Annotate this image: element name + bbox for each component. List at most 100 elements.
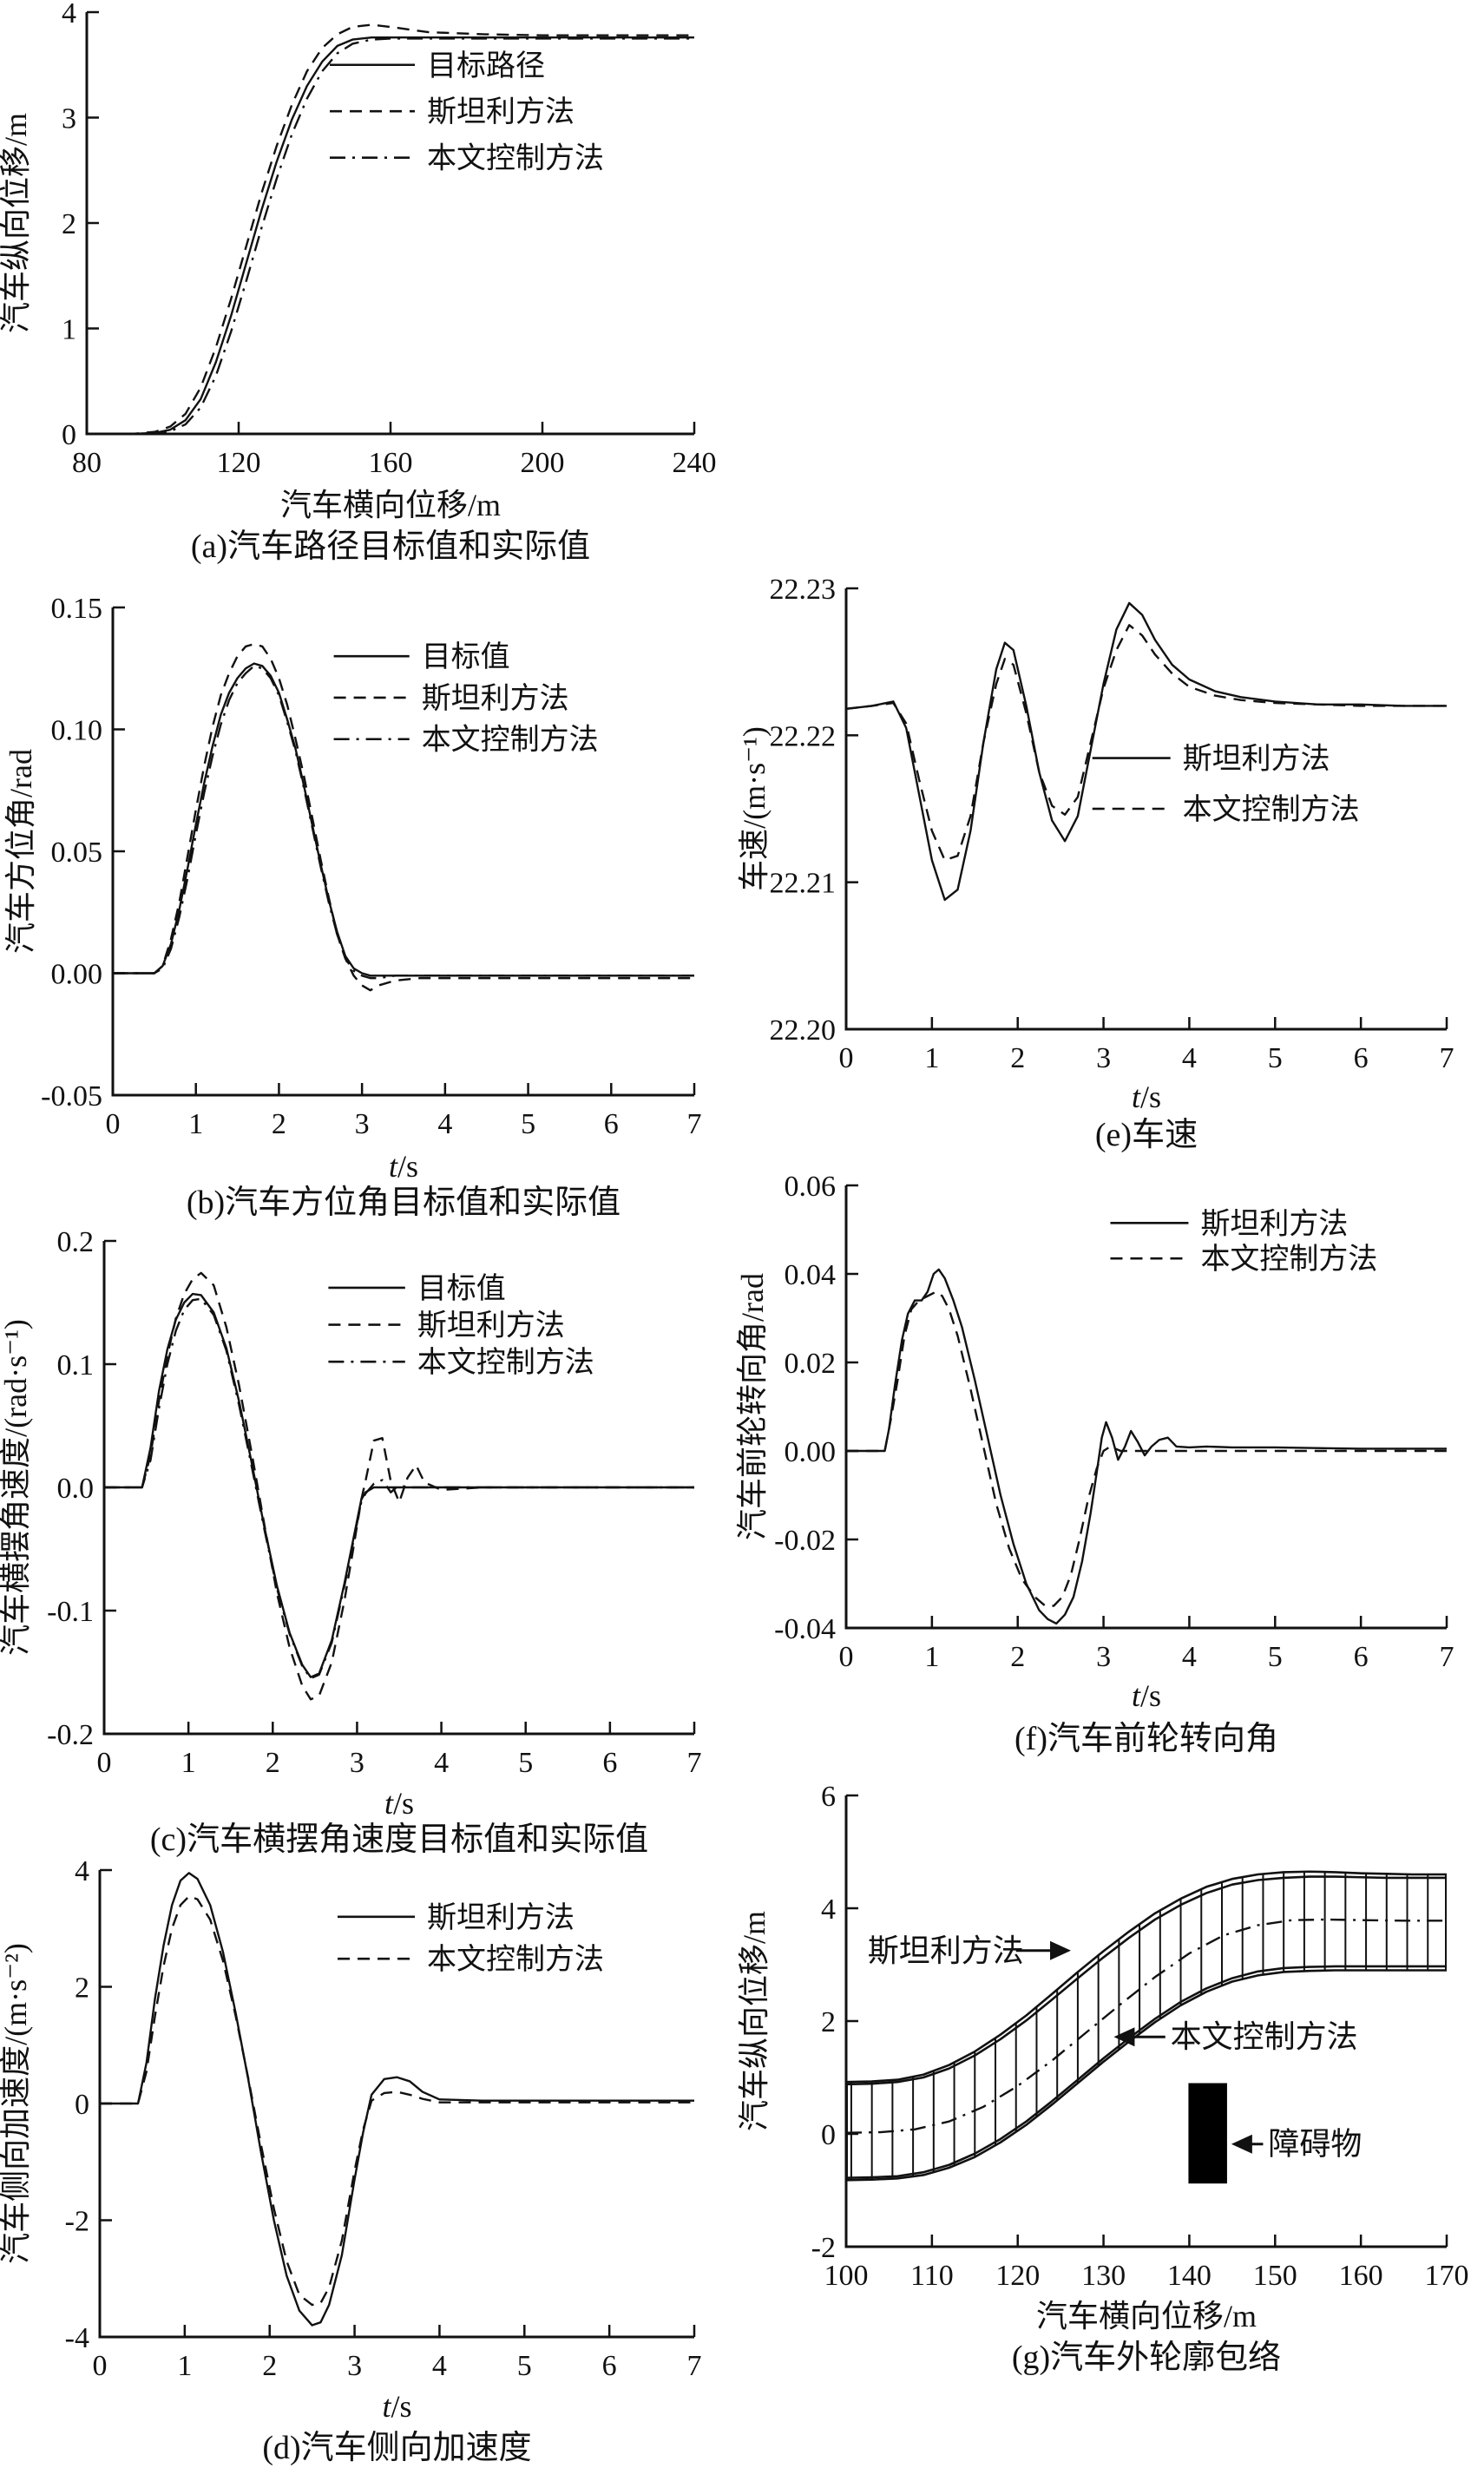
y-tick-label: -0.1 xyxy=(47,1596,94,1628)
legend-label: 目标路径 xyxy=(427,49,545,82)
x-axis-label: 汽车横向位移/m xyxy=(1036,2299,1257,2333)
annotation-arrowhead-icon xyxy=(1231,2134,1252,2154)
legend-label: 斯坦利方法 xyxy=(1183,743,1330,776)
y-tick-label: 0.06 xyxy=(785,1171,837,1203)
series-dashed xyxy=(100,1895,694,2307)
x-tick-label: 2 xyxy=(1010,1042,1025,1074)
x-tick-label: 6 xyxy=(1354,1042,1369,1074)
y-tick-label: -0.05 xyxy=(41,1080,102,1113)
axes xyxy=(98,1870,694,2339)
x-tick-label: 5 xyxy=(1268,1641,1283,1673)
series-dashed xyxy=(846,1290,1447,1607)
series-dashdot xyxy=(87,37,694,436)
x-tick-label: 100 xyxy=(824,2260,869,2292)
x-tick-label: 130 xyxy=(1081,2260,1126,2292)
x-tick-label: 4 xyxy=(1182,1641,1197,1673)
axes xyxy=(85,12,694,436)
y-tick-label: 0.00 xyxy=(785,1436,837,1468)
envelope-lower xyxy=(845,1965,1447,2179)
y-tick-label: -0.02 xyxy=(774,1525,836,1557)
series-solid xyxy=(113,662,694,977)
x-tick-label: 4 xyxy=(437,1108,452,1140)
y-tick-label: 0.04 xyxy=(785,1259,837,1291)
series-solid xyxy=(104,1292,694,1678)
annotation-label: 斯坦利方法 xyxy=(868,1933,1024,1968)
chart-g: 100 110 120 130 140 150 160 170 -2 0 2 4 6 汽车横向位移/m 汽车… xyxy=(737,1781,1469,2376)
legend-label: 斯坦利方法 xyxy=(427,1901,575,1934)
x-tick-label: 2 xyxy=(272,1108,286,1140)
x-tick-label: 0 xyxy=(839,1641,854,1673)
x-tick-label: 200 xyxy=(521,447,565,479)
x-tick-label: 0 xyxy=(93,2350,108,2382)
chart-c: 0 1 2 3 4 5 6 7 -0.2 -0.1 0.0 0.1 0.2 t/s 汽车横摆角速度/(rad… xyxy=(0,1226,702,1858)
series-solid xyxy=(87,36,694,436)
series-solid xyxy=(845,601,1447,902)
y-tick-label: 0.1 xyxy=(57,1349,95,1382)
x-tick-label: 0 xyxy=(106,1108,121,1140)
x-axis-label: 汽车横向位移/m xyxy=(280,488,501,522)
legend-label: 斯坦利方法 xyxy=(422,682,569,715)
y-tick-label: -4 xyxy=(65,2322,89,2354)
chart-e: 0 1 2 3 4 5 6 7 22.20 22.21 22.22 22.23 t/s 车速/(m·s⁻¹… xyxy=(737,574,1454,1153)
chart-a: 80 120 160 200 240 0 1 2 3 4 汽车横向位移/m 汽车纵向位移/m (a)汽车… xyxy=(0,0,717,565)
annotation-label: 本文控制方法 xyxy=(1171,2019,1358,2054)
legend-label: 本文控制方法 xyxy=(1200,1243,1377,1276)
y-axis-label: 汽车侧向加速度/(m·s⁻²) xyxy=(0,1943,33,2264)
subplot-caption: (d)汽车侧向加速度 xyxy=(262,2430,531,2466)
x-tick-label: 4 xyxy=(434,1747,449,1779)
y-tick-label: 0.00 xyxy=(51,959,103,991)
y-tick-label: 22.20 xyxy=(770,1014,837,1047)
x-axis-label: t/s xyxy=(384,1786,414,1821)
legend-label: 本文控制方法 xyxy=(427,142,604,175)
x-tick-label: 4 xyxy=(432,2350,447,2382)
x-tick-label: 6 xyxy=(604,1108,619,1140)
series-dashed xyxy=(87,23,694,436)
series-dashed xyxy=(845,624,1447,862)
x-tick-label: 3 xyxy=(350,1747,364,1779)
x-tick-label: 1 xyxy=(181,1747,196,1779)
y-tick-label: -0.2 xyxy=(47,1719,94,1751)
x-tick-label: 3 xyxy=(1096,1042,1111,1074)
x-tick-label: 5 xyxy=(1268,1042,1283,1074)
y-tick-label: 1 xyxy=(62,314,76,346)
y-axis-label: 汽车横摆角速度/(rad·s⁻¹) xyxy=(0,1319,33,1656)
y-tick-label: 0.10 xyxy=(51,715,103,747)
y-tick-label: 22.23 xyxy=(770,574,837,606)
series-dashed xyxy=(104,1271,694,1701)
x-tick-label: 160 xyxy=(369,447,413,479)
subplot-caption: (b)汽车方位角目标值和实际值 xyxy=(187,1185,621,1221)
x-tick-label: 7 xyxy=(687,2350,702,2382)
x-tick-label: 6 xyxy=(602,2350,617,2382)
x-axis-label: t/s xyxy=(389,1149,418,1184)
y-axis-label: 汽车纵向位移/m xyxy=(737,1911,772,2131)
y-tick-label: 0 xyxy=(62,419,76,451)
x-tick-label: 120 xyxy=(995,2260,1040,2292)
y-tick-label: 4 xyxy=(821,1894,836,1926)
series-dashed xyxy=(113,642,694,992)
x-tick-label: 7 xyxy=(687,1747,702,1779)
subplot-caption: (c)汽车横摆角速度目标值和实际值 xyxy=(150,1821,648,1858)
x-tick-label: 7 xyxy=(1440,1042,1454,1074)
obstacle-rect xyxy=(1188,2083,1227,2184)
legend-label: 本文控制方法 xyxy=(1183,793,1360,826)
y-tick-label: 4 xyxy=(75,1855,89,1887)
x-tick-label: 80 xyxy=(72,447,102,479)
legend-label: 本文控制方法 xyxy=(422,724,599,757)
x-tick-label: 160 xyxy=(1339,2260,1383,2292)
x-tick-label: 2 xyxy=(266,1747,280,1779)
subplot-caption: (e)车速 xyxy=(1095,1117,1198,1153)
x-tick-label: 6 xyxy=(602,1747,617,1779)
x-tick-label: 5 xyxy=(517,2350,532,2382)
series-dashdot xyxy=(113,665,694,980)
x-tick-label: 110 xyxy=(910,2260,954,2292)
y-axis-label: 汽车纵向位移/m xyxy=(0,113,33,333)
series-solid xyxy=(846,1268,1447,1625)
x-tick-label: 0 xyxy=(839,1042,854,1074)
y-tick-label: 0 xyxy=(75,2089,89,2121)
subplot-caption: (a)汽车路径目标值和实际值 xyxy=(191,528,590,565)
x-tick-label: 3 xyxy=(347,2350,362,2382)
x-tick-label: 170 xyxy=(1425,2260,1469,2292)
envelope-upper xyxy=(845,1875,1447,2086)
series-dashdot xyxy=(104,1297,694,1680)
x-tick-label: 3 xyxy=(1096,1641,1111,1673)
